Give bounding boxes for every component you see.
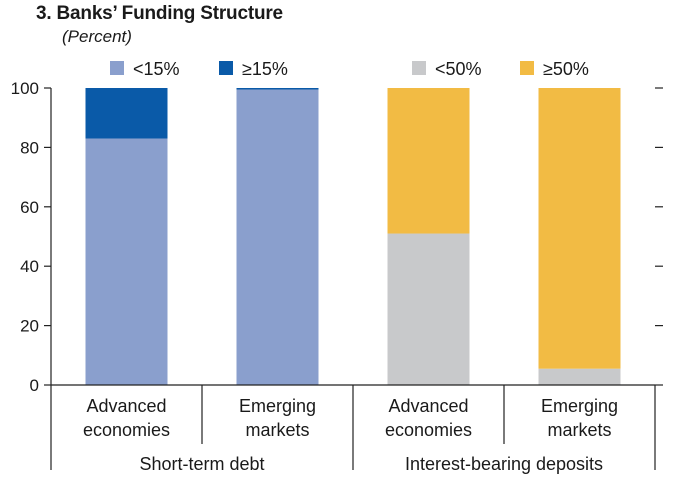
bar-short-term-debt-advanced-lt15pct <box>85 138 168 385</box>
chart-subtitle: (Percent) <box>62 27 132 46</box>
y-tick-label-100: 100 <box>11 79 39 98</box>
bar-short-term-debt-emerging-gte15pct <box>236 88 319 90</box>
y-tick-label-60: 60 <box>20 198 39 217</box>
category-label-markets: markets <box>245 420 309 440</box>
y-axis-right <box>655 87 663 386</box>
group-label-short-term-debt: Short-term debt <box>139 454 264 474</box>
bar-short-term-debt-advanced-gte15pct <box>85 88 168 139</box>
bar-interest-bearing-deposits-emerging-gte50pct <box>538 88 621 369</box>
category-label-advanced: Advanced <box>388 396 468 416</box>
legend-swatch-gte15pct <box>219 61 233 75</box>
legend-swatch-lt15pct <box>110 61 124 75</box>
category-label-emerging: Emerging <box>541 396 618 416</box>
category-label-advanced: Advanced <box>86 396 166 416</box>
legend-swatch-lt50pct <box>412 61 426 75</box>
category-label-economies: economies <box>385 420 472 440</box>
y-tick-label-80: 80 <box>20 138 39 157</box>
bar-interest-bearing-deposits-advanced-lt50pct <box>387 233 470 385</box>
y-axis-left: 0 20 40 60 80 100 <box>11 79 52 395</box>
y-tick-label-40: 40 <box>20 257 39 276</box>
category-label-markets: markets <box>547 420 611 440</box>
category-label-economies: economies <box>83 420 170 440</box>
bar-interest-bearing-deposits-advanced-gte50pct <box>387 88 470 234</box>
legend-label-gte50pct: ≥50% <box>543 59 589 79</box>
x-axis: Advanced economies Emerging markets Short-te… <box>50 384 656 474</box>
bar-short-term-debt-emerging-lt15pct <box>236 89 319 386</box>
legend-label-lt15pct: <15% <box>133 59 180 79</box>
chart-title: 3. Banks’ Funding Structure <box>36 3 283 24</box>
bars <box>85 88 621 386</box>
legend: <15% ≥15% <50% ≥50% <box>110 59 589 79</box>
legend-label-gte15pct: ≥15% <box>242 59 288 79</box>
legend-label-lt50pct: <50% <box>435 59 482 79</box>
y-tick-label-0: 0 <box>30 376 39 395</box>
group-label-interest-bearing-deposits: Interest-bearing deposits <box>405 454 603 474</box>
y-tick-label-20: 20 <box>20 317 39 336</box>
legend-swatch-gte50pct <box>520 61 534 75</box>
category-label-emerging: Emerging <box>239 396 316 416</box>
bar-interest-bearing-deposits-emerging-lt50pct <box>538 368 621 385</box>
